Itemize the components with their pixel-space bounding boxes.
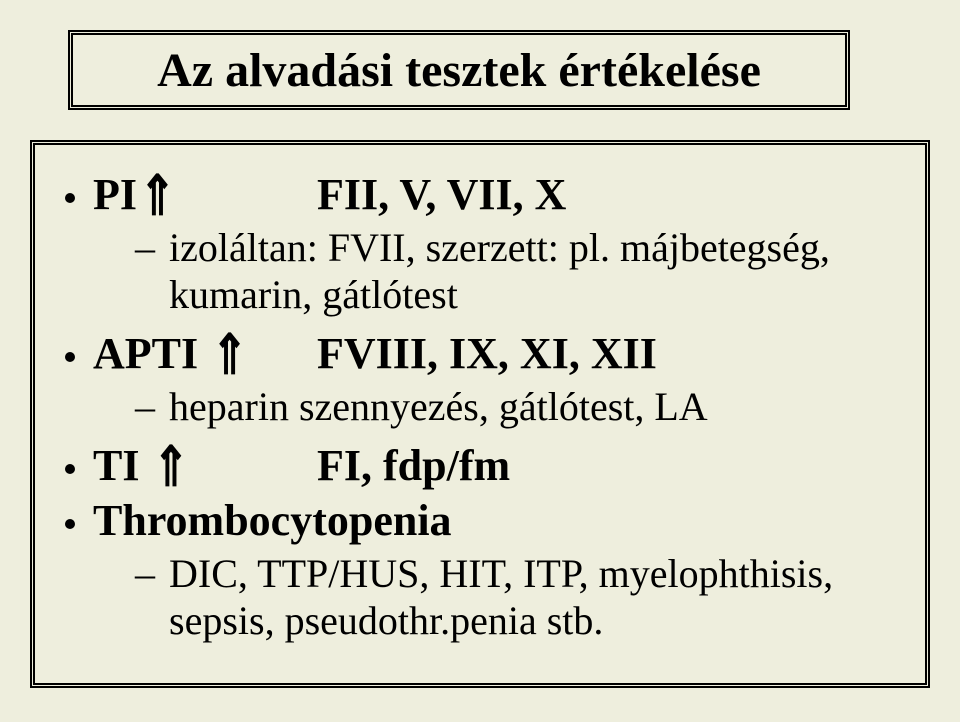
- bullet-left: PI⇑: [93, 169, 293, 220]
- bullet-icon: [65, 352, 75, 362]
- item-value: FII, V, VII, X: [317, 169, 566, 220]
- sub-row: – izoláltan: FVII, szerzett: pl. májbete…: [135, 224, 897, 318]
- sub-text: DIC, TTP/HUS, HIT, ITP, myelophthisis, s…: [169, 550, 897, 644]
- bullet-left: APTI ⇑: [93, 328, 293, 379]
- item-label: TI: [93, 441, 139, 490]
- bullet-icon: [65, 464, 75, 474]
- dash-icon: –: [135, 383, 155, 430]
- bullet-icon: [65, 519, 75, 529]
- bullet-left: TI ⇑: [93, 440, 293, 491]
- bullet-left: Thrombocytopenia: [93, 495, 452, 546]
- slide-title: Az alvadási tesztek értékelése: [157, 43, 761, 98]
- item-label: PI: [93, 170, 137, 219]
- item-label: APTI: [93, 329, 198, 378]
- sub-row: – DIC, TTP/HUS, HIT, ITP, myelophthisis,…: [135, 550, 897, 644]
- bullet-row: APTI ⇑ FVIII, IX, XI, XII: [63, 328, 897, 379]
- bullet-row: Thrombocytopenia: [63, 495, 897, 546]
- bullet-icon: [65, 193, 75, 203]
- content-box: PI⇑ FII, V, VII, X – izoláltan: FVII, sz…: [30, 140, 930, 688]
- up-arrow-icon: ⇑: [211, 324, 248, 388]
- up-arrow-icon: ⇑: [152, 436, 189, 500]
- dash-icon: –: [135, 224, 155, 271]
- slide: Az alvadási tesztek értékelése PI⇑ FII, …: [0, 0, 960, 722]
- up-arrow-icon: ⇑: [139, 165, 176, 229]
- dash-icon: –: [135, 550, 155, 597]
- bullet-row: TI ⇑ FI, fdp/fm: [63, 440, 897, 491]
- item-label: Thrombocytopenia: [93, 496, 452, 545]
- item-value: FVIII, IX, XI, XII: [317, 328, 657, 379]
- sub-row: – heparin szennyezés, gátlótest, LA: [135, 383, 897, 430]
- item-value: FI, fdp/fm: [317, 440, 510, 491]
- sub-text: izoláltan: FVII, szerzett: pl. májbetegs…: [169, 224, 897, 318]
- title-box: Az alvadási tesztek értékelése: [68, 30, 850, 110]
- sub-text: heparin szennyezés, gátlótest, LA: [169, 383, 708, 430]
- bullet-row: PI⇑ FII, V, VII, X: [63, 169, 897, 220]
